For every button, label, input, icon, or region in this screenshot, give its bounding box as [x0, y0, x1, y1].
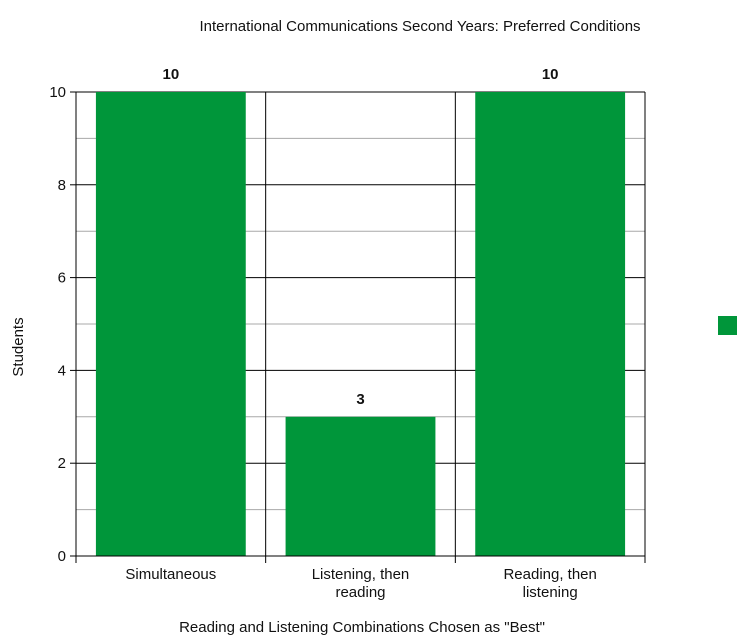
data-label: 10 [542, 66, 559, 83]
x-axis-label: Reading and Listening Combinations Chose… [179, 619, 545, 636]
y-tick-label: 2 [58, 455, 66, 472]
x-category-label-line: Reading, then [503, 566, 596, 583]
y-tick-label: 6 [58, 270, 66, 287]
y-tick-label: 10 [49, 84, 66, 101]
x-category-label-line: listening [523, 584, 578, 601]
axes [70, 91, 646, 563]
x-category-label-line: reading [335, 584, 385, 601]
labels: 10 3 10 0 2 4 6 8 10 Simultaneous Listening, then r… [49, 66, 597, 601]
bar [475, 92, 626, 556]
bar [95, 92, 246, 556]
x-category-label: Listening, then reading [312, 566, 410, 601]
data-label: 10 [162, 66, 179, 83]
y-tick-label: 8 [58, 177, 66, 194]
x-category-label-line: Listening, then [312, 566, 410, 583]
chart-title: International Communications Second Year… [199, 18, 640, 35]
x-category-label-line: Simultaneous [125, 566, 216, 583]
legend-swatch [718, 316, 737, 335]
y-tick-label: 4 [58, 362, 66, 379]
y-axis-label: Students [10, 317, 27, 376]
legend [718, 316, 737, 335]
y-tick-label: 0 [58, 548, 66, 565]
bar [285, 416, 436, 556]
x-category-label: Simultaneous [125, 566, 216, 583]
x-category-label: Reading, then listening [503, 566, 596, 601]
data-label: 3 [356, 391, 364, 408]
bars [95, 92, 626, 556]
